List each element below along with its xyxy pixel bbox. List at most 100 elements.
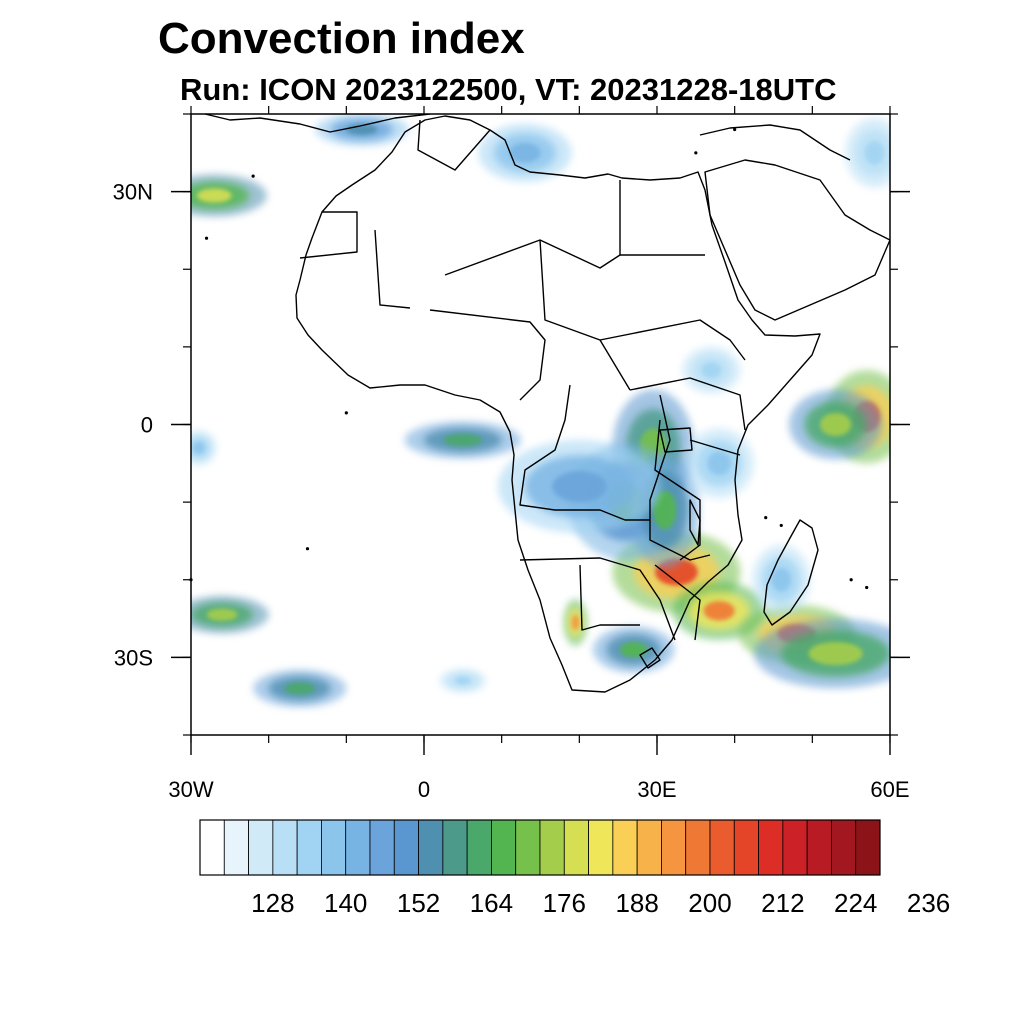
border-1 — [299, 211, 358, 259]
colorbar-swatch — [491, 819, 517, 876]
cell-core — [196, 188, 232, 203]
colorbar-swatch — [248, 819, 274, 876]
europe-coast — [204, 114, 431, 133]
border-14 — [579, 564, 640, 631]
colorbar-swatch — [855, 819, 881, 876]
convection-cell — [478, 123, 572, 182]
convection-cell — [682, 346, 741, 394]
cell-core — [192, 441, 205, 454]
convection-cell — [191, 430, 217, 466]
colorbar-swatch — [636, 819, 662, 876]
colorbar-swatch — [831, 819, 857, 876]
convection-cell — [789, 389, 883, 460]
island-speck — [344, 411, 348, 415]
colorbar-swatch — [612, 819, 638, 876]
turkey-coast — [699, 124, 851, 161]
colorbar-frame — [199, 819, 881, 876]
lake-victoria — [659, 427, 693, 453]
border-7 — [429, 309, 546, 401]
africa-coastline — [295, 115, 821, 693]
convection-field — [191, 114, 890, 708]
border-10 — [519, 384, 650, 521]
x-tick-label: 30W — [168, 777, 213, 802]
border-12 — [689, 439, 741, 456]
colorbar-swatch — [345, 819, 371, 876]
colorbar-swatch — [272, 819, 298, 876]
border-15 — [654, 564, 701, 641]
colorbar-swatch — [393, 819, 419, 876]
cell-core — [571, 614, 580, 631]
lake-malawi — [689, 499, 701, 546]
map-subtitle: Run: ICON 2023122500, VT: 20231228-18UTC — [180, 72, 837, 107]
coastline-borders — [204, 114, 890, 693]
cell-core — [864, 141, 885, 165]
colorbar-label: 140 — [324, 888, 367, 918]
convection-cell — [497, 440, 661, 534]
cell-core — [443, 433, 483, 447]
border-11 — [649, 394, 711, 561]
colorbar-swatch — [709, 819, 735, 876]
cell-core — [703, 601, 735, 621]
madagascar — [763, 519, 819, 626]
colorbar-label: 224 — [834, 888, 877, 918]
y-tick-label: 30N — [113, 180, 153, 205]
colorbar-swatch — [442, 819, 468, 876]
colorbar-label: 188 — [615, 888, 658, 918]
convection-cell — [754, 618, 890, 689]
colorbar-label: 176 — [543, 888, 586, 918]
border-13 — [519, 557, 676, 641]
cell-core — [620, 641, 648, 658]
cell-core — [653, 490, 677, 530]
cell-core — [771, 568, 791, 592]
colorbar-swatch — [515, 819, 541, 876]
cell-core — [707, 451, 731, 475]
small-islands — [189, 127, 869, 590]
colorbar-swatch — [758, 819, 784, 876]
colorbar-swatch — [369, 819, 395, 876]
colorbar-label: 236 — [907, 888, 950, 918]
convection-cell — [191, 596, 269, 634]
border-5 — [619, 180, 705, 256]
colorbar-swatch — [466, 819, 492, 876]
colorbar-swatch — [588, 819, 614, 876]
border-6 — [539, 239, 631, 391]
island-speck — [251, 174, 255, 178]
convection-cell — [684, 428, 755, 499]
border-8 — [599, 319, 746, 361]
colorbar-label: 200 — [688, 888, 731, 918]
arabia-coast — [704, 159, 890, 321]
convection-cell — [845, 117, 890, 188]
convection-cell — [404, 421, 522, 459]
island-speck — [694, 151, 698, 155]
colorbar: 128 140 152 164 176 188 200 212 224 236 — [199, 819, 950, 918]
colorbar-swatch — [806, 819, 832, 876]
cell-core — [509, 143, 541, 163]
colorbar-swatch — [661, 819, 687, 876]
y-tick-label: 0 — [141, 413, 153, 438]
colorbar-swatch — [563, 819, 589, 876]
border-16 — [654, 419, 701, 561]
convection-cell — [191, 174, 267, 217]
colorbar-label: 164 — [470, 888, 513, 918]
x-tick-label: 30E — [637, 777, 676, 802]
cell-core — [206, 608, 238, 621]
colorbar-label: 128 — [251, 888, 294, 918]
border-3 — [417, 119, 491, 171]
colorbar-label: 152 — [397, 888, 440, 918]
colorbar-swatch — [418, 819, 444, 876]
convection-cell — [253, 669, 347, 708]
border-9 — [629, 377, 746, 431]
convection-cell — [752, 544, 811, 615]
convection-cell — [315, 114, 409, 146]
cell-core — [820, 412, 852, 437]
x-tick-label: 60E — [870, 777, 909, 802]
island-speck — [733, 127, 737, 132]
colorbar-swatch — [733, 819, 759, 876]
map-title: Convection index — [158, 14, 525, 63]
axes: 30W 0 30E 60E 30N 0 30S — [113, 106, 910, 802]
cell-core — [552, 471, 607, 503]
colorbar-swatch — [782, 819, 808, 876]
colorbar-swatch — [321, 819, 347, 876]
island-speck — [779, 523, 783, 528]
